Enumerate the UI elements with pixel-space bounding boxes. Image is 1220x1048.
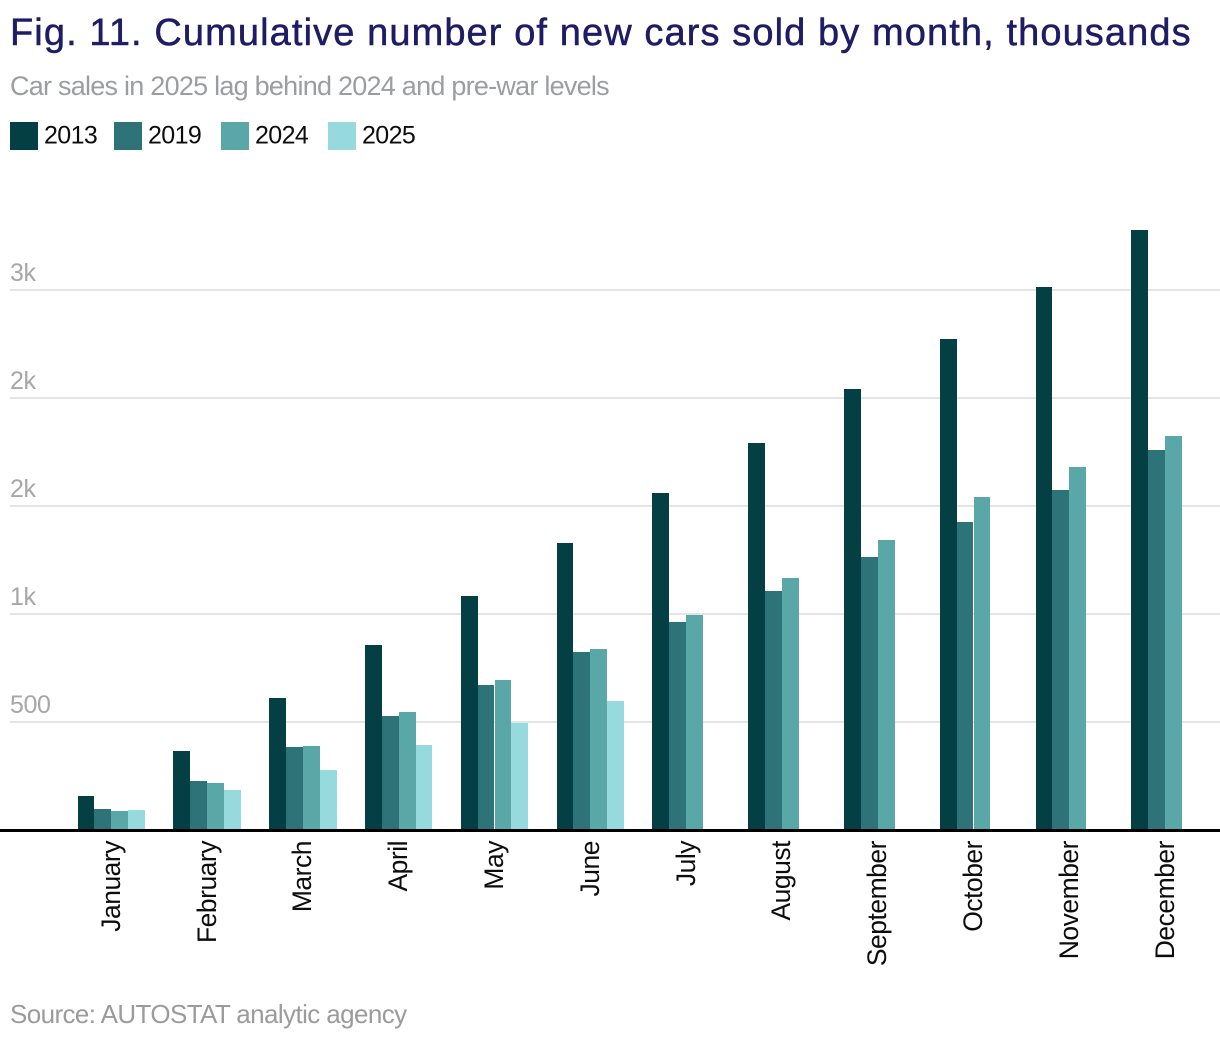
legend-swatch-2025: [328, 122, 356, 150]
bar-2024-may: [494, 679, 512, 830]
bar-2024-september: [877, 540, 895, 830]
bar-2019-april: [381, 715, 399, 830]
x-label-text: August: [766, 841, 797, 921]
bar-2019-july: [669, 621, 687, 830]
bar-2019-november: [1052, 489, 1070, 830]
bar-2019-october: [956, 522, 974, 830]
x-label-text: April: [383, 841, 414, 892]
x-label-text: September: [862, 841, 893, 967]
bar-2013-march: [269, 698, 286, 830]
x-label-text: November: [1053, 841, 1084, 960]
bar-2024-december: [1165, 436, 1182, 830]
bar-2019-august: [765, 591, 782, 830]
bar-2024-july: [686, 615, 703, 830]
source-note: Source: AUTOSTAT analytic agency: [10, 999, 407, 1029]
bar-2024-august: [781, 578, 799, 830]
x-label-text: December: [1149, 841, 1180, 960]
y-tick-label-1000: 1k: [10, 583, 36, 611]
bar-2019-february: [190, 781, 208, 830]
y-tick-label-2500: 3k: [10, 259, 36, 287]
x-label-text: February: [191, 841, 222, 944]
chart-title: Fig. 11. Cumulative number of new cars s…: [10, 12, 1192, 54]
bar-2019-march: [286, 747, 303, 830]
bar-2013-october: [939, 338, 957, 830]
bar-2024-march: [302, 745, 320, 830]
bar-2013-february: [173, 750, 191, 830]
bar-2024-october: [973, 497, 991, 830]
bar-2025-january: [128, 809, 146, 830]
legend-swatch-2019: [114, 122, 142, 150]
bar-2025-june: [607, 701, 625, 830]
legend-label-2013: 2013: [44, 121, 98, 150]
bar-2024-april: [398, 711, 416, 830]
bar-2024-june: [590, 648, 608, 830]
x-label-text: January: [95, 841, 126, 932]
bar-2025-may: [511, 723, 529, 830]
legend-swatch-2024: [221, 122, 249, 150]
gridline-1500: [10, 504, 1220, 507]
bar-2024-january: [111, 811, 129, 830]
bar-2013-may: [460, 595, 478, 830]
y-tick-label-1500: 2k: [10, 475, 36, 503]
legend-label-2019: 2019: [148, 121, 202, 150]
legend-label-2025: 2025: [362, 121, 416, 150]
y-tick-label-2000: 2k: [10, 367, 36, 395]
bar-2013-august: [748, 442, 765, 830]
bar-2025-march: [319, 770, 337, 830]
bar-2019-june: [573, 651, 591, 830]
bar-2025-february: [224, 790, 241, 830]
bar-2019-december: [1148, 450, 1166, 830]
x-label-text: May: [479, 841, 509, 890]
bar-2013-november: [1035, 287, 1053, 830]
chart-subtitle: Car sales in 2025 lag behind 2024 and pr…: [10, 71, 610, 101]
bar-2013-january: [77, 796, 95, 830]
bar-2024-february: [207, 782, 224, 830]
legend-label-2024: 2024: [255, 121, 309, 150]
legend: 2013 2019 2024 2025: [0, 0, 1220, 160]
x-label-text: June: [574, 841, 605, 897]
bar-2013-september: [843, 388, 861, 830]
bar-2013-december: [1131, 229, 1149, 830]
bar-2019-may: [477, 685, 495, 830]
bar-2019-january: [94, 809, 112, 830]
gridline-2500: [10, 288, 1220, 291]
x-label-text: October: [958, 841, 988, 932]
gridline-1000: [10, 612, 1220, 615]
gridline-2000: [10, 396, 1220, 399]
y-tick-label-500: 500: [10, 691, 51, 719]
legend-swatch-2013: [10, 122, 38, 150]
x-axis-line: [0, 829, 1220, 832]
x-label-text: July: [670, 841, 701, 887]
bar-2025-april: [415, 745, 433, 830]
bar-2013-april: [364, 645, 382, 830]
bar-2019-september: [860, 557, 878, 830]
bar-2013-june: [556, 542, 574, 830]
x-label-text: March: [287, 841, 318, 913]
bar-2024-november: [1069, 467, 1087, 830]
bar-2013-july: [652, 492, 670, 830]
